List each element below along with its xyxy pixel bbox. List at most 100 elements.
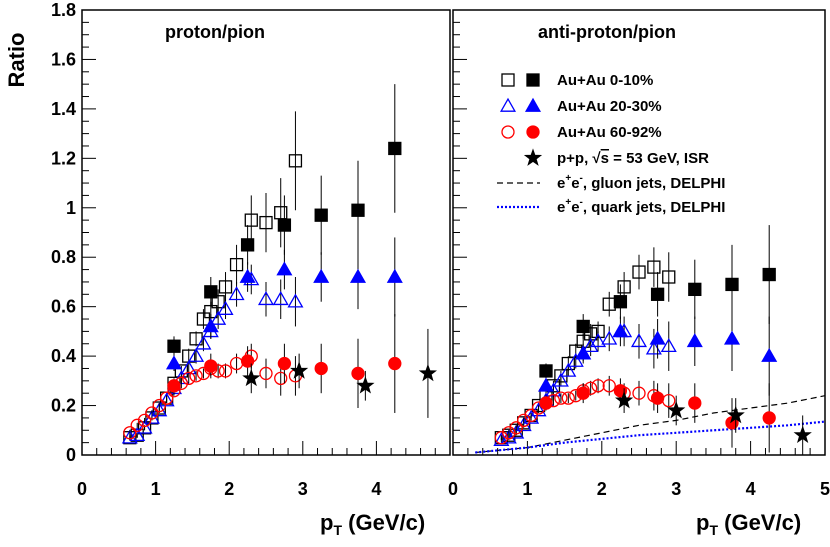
point-auau-0-10-open	[218, 280, 233, 294]
point-auau-60-92-full	[688, 396, 702, 410]
point-auau-20-30-open	[515, 417, 532, 432]
point-auau-20-30-full	[313, 268, 330, 283]
point-auau-0-10-open	[632, 265, 646, 279]
point-auau-20-30-full	[386, 268, 403, 283]
x-axis-title-sub: T	[333, 522, 342, 538]
point-auau-20-30-open	[129, 427, 146, 442]
point-auau-0-10-full	[240, 238, 255, 252]
point-auau-20-30-full	[649, 330, 666, 345]
point-auau-0-10-full	[613, 295, 628, 309]
legend-marker-open	[501, 73, 515, 87]
point-auau-60-92-open	[632, 386, 646, 400]
point-auau-0-10-full	[167, 339, 181, 353]
legend-label-post: = 53 GeV, ISR	[609, 150, 709, 167]
point-auau-20-30-open	[121, 429, 138, 444]
legend-label: p+p, √s = 53 GeV, ISR	[557, 150, 709, 167]
y-axis-title: Ratio	[4, 33, 29, 88]
point-auau-60-92-full	[314, 361, 328, 376]
x-tick-label: 1	[522, 479, 532, 499]
y-tick-label: 1.2	[51, 148, 76, 168]
point-auau-60-92-open	[561, 391, 575, 405]
x-tick-label: 3	[298, 479, 308, 499]
legend-marker-open	[499, 97, 517, 112]
curves	[475, 395, 826, 454]
point-auau-20-30-open	[500, 429, 517, 444]
legend-marker-star	[523, 148, 543, 166]
legend-post: , quark jets, DELPHI	[583, 199, 726, 216]
x-axis-title-p: p	[696, 510, 709, 535]
point-auau-60-92-full	[277, 356, 292, 371]
point-auau-20-30-full	[276, 261, 293, 276]
point-auau-20-30-open	[660, 338, 677, 353]
point-auau-20-30-full	[349, 268, 367, 283]
legend-sup2: -	[580, 197, 583, 208]
point-auau-20-30-full	[761, 347, 778, 362]
point-auau-0-10-full	[351, 203, 365, 217]
panel-title: proton/pion	[165, 22, 265, 42]
legend-label: Au+Au 20-30%	[557, 98, 662, 115]
x-tick-label: 0	[77, 479, 87, 499]
point-auau-20-30-open	[560, 362, 577, 377]
point-auau-20-30-full	[202, 318, 219, 333]
point-auau-20-30-open	[508, 424, 525, 439]
point-auau-60-92-open	[517, 413, 531, 428]
x-axis-title-p: p	[320, 510, 333, 535]
y-tick-label: 0.2	[51, 396, 76, 416]
x-axis-title-sub: T	[709, 522, 718, 538]
point-auau-20-30-open	[530, 402, 547, 417]
legend-label-pre: p+p,	[557, 150, 592, 167]
point-auau-20-30-open	[582, 338, 599, 353]
y-tick-label: 0.4	[51, 346, 76, 366]
point-auau-60-92-full	[204, 359, 218, 373]
point-auau-20-30-open	[217, 300, 234, 315]
point-pp-isr	[726, 405, 745, 424]
point-auau-60-92-open	[130, 418, 144, 432]
sqrt-icon: √	[592, 150, 601, 167]
point-auau-60-92-full	[650, 391, 665, 405]
y-tick-label: 1	[66, 198, 76, 218]
legend-post: , gluon jets, DELPHI	[583, 175, 726, 192]
x-tick-label: 4	[371, 479, 381, 499]
legend-label-sqrt: s	[601, 150, 609, 167]
point-auau-20-30-open	[257, 291, 275, 306]
point-auau-60-92-full	[576, 386, 590, 400]
x-tick-label: 5	[820, 479, 830, 499]
point-auau-60-92-open	[218, 364, 233, 378]
point-auau-20-30-open	[195, 335, 212, 350]
point-auau-20-30-open	[493, 431, 510, 446]
point-auau-0-10-open	[244, 213, 258, 227]
legend-sup1: +	[565, 197, 571, 208]
point-auau-20-30-open	[272, 291, 289, 306]
point-pp-isr	[667, 400, 686, 419]
point-auau-0-10-open	[288, 154, 303, 168]
y-tick-label: 1.4	[51, 99, 76, 119]
point-auau-60-92-open	[259, 366, 273, 381]
point-auau-0-10-open	[229, 257, 244, 272]
legend-label: e+e-, quark jets, DELPHI	[557, 197, 725, 216]
point-auau-0-10-full	[725, 277, 739, 292]
point-auau-20-30-full	[537, 377, 555, 392]
legend-label: Au+Au 0-10%	[557, 72, 653, 89]
point-auau-0-10-full	[650, 287, 665, 301]
x-axis-title-rest: (GeV/c)	[342, 510, 425, 535]
legend-e1: e	[557, 199, 565, 216]
point-auau-0-10-open	[647, 260, 661, 274]
point-auau-20-30-open	[590, 333, 607, 348]
point-auau-20-30-open	[151, 402, 168, 417]
point-auau-60-92-open	[602, 379, 616, 393]
legend-e1: e	[557, 175, 565, 192]
point-auau-20-30-open	[188, 347, 205, 362]
legend-marker-full	[526, 73, 540, 87]
x-tick-label: 0	[448, 479, 458, 499]
point-pp-isr	[289, 361, 309, 379]
point-auau-20-30-full	[686, 333, 703, 348]
x-tick-label: 1	[151, 479, 161, 499]
x-ticks: 0 1 2 3 4	[77, 441, 451, 499]
point-auau-0-10-full	[204, 285, 218, 299]
point-auau-60-92-open	[502, 426, 516, 440]
point-auau-60-92-full	[167, 379, 181, 393]
legend-e2: e	[571, 199, 579, 216]
y-tick-label: 0.8	[51, 247, 76, 267]
point-pp-isr	[793, 425, 812, 444]
